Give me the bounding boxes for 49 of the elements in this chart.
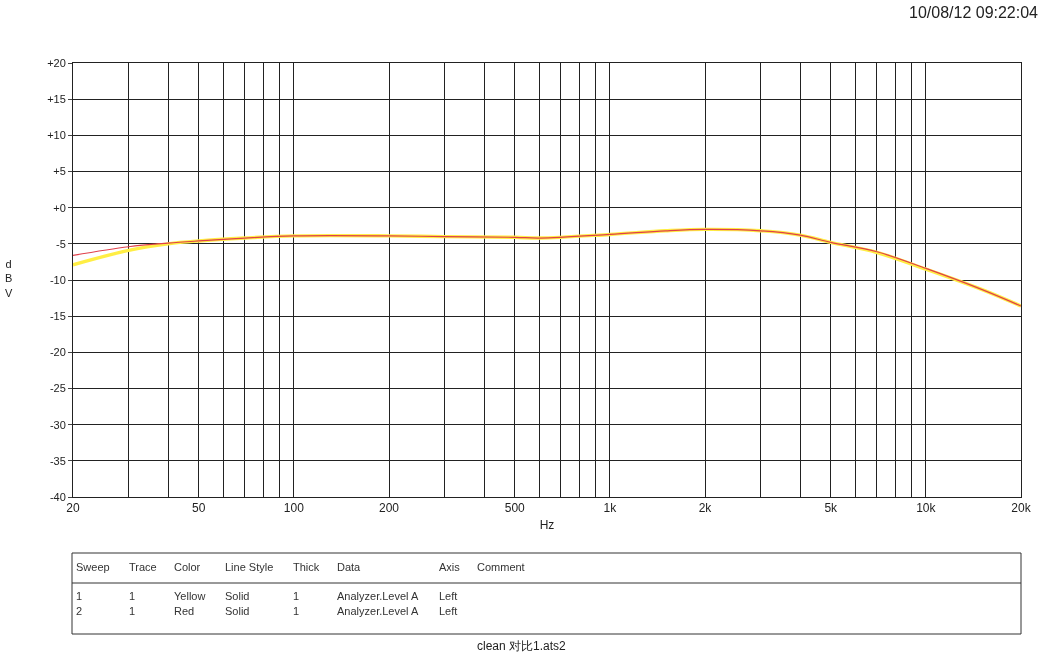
x-tick-label: 20k <box>1011 501 1032 516</box>
x-tick-label: 10k <box>916 501 937 516</box>
y-axis-title: dBV <box>5 258 13 299</box>
y-tick-label: -5 <box>56 237 66 250</box>
y-tick-label: +0 <box>53 201 66 214</box>
y-tick-label: -30 <box>49 418 66 431</box>
x-tick-label: 1k <box>603 501 618 516</box>
y-tick-label: -15 <box>49 310 66 323</box>
x-tick-label: 100 <box>283 501 305 516</box>
text: Color <box>174 561 201 573</box>
text: Left <box>439 590 458 602</box>
text: 1 <box>76 590 83 602</box>
text: 2 <box>76 605 83 617</box>
x-tick-label: 20 <box>66 501 80 516</box>
text: Solid <box>225 605 250 617</box>
y-tick-label: +20 <box>47 56 66 69</box>
text: Yellow <box>174 590 206 602</box>
text: Red <box>174 605 195 617</box>
x-axis-title: Hz <box>539 518 555 533</box>
text: 1 <box>293 605 300 617</box>
text: Sweep <box>76 561 110 573</box>
y-tick-label: -10 <box>49 273 66 286</box>
x-tick-label: 2k <box>698 501 713 516</box>
text: Thick <box>293 561 320 573</box>
x-tick-label: 50 <box>192 501 206 516</box>
text: 1 <box>129 605 136 617</box>
text: 1 <box>129 590 136 602</box>
text: Solid <box>225 590 250 602</box>
text: 10/08/12 09:22:04 <box>909 4 1039 21</box>
text: Left <box>439 605 458 617</box>
x-tick-label: 200 <box>378 501 400 516</box>
text: Analyzer.Level A <box>337 605 419 617</box>
y-tick-label: +10 <box>47 129 66 142</box>
y-tick-label: -25 <box>49 382 66 395</box>
x-tick-label: 500 <box>504 501 526 516</box>
text: Data <box>337 561 362 573</box>
text: 1 <box>293 590 300 602</box>
y-tick-label: +15 <box>47 93 66 106</box>
y-tick-label: -20 <box>49 346 66 359</box>
text: Analyzer.Level A <box>337 590 419 602</box>
y-tick-label: +5 <box>53 165 66 178</box>
text: Axis <box>439 561 461 573</box>
x-tick-label: 5k <box>824 501 839 516</box>
text: Line Style <box>225 561 274 573</box>
text: Trace <box>129 561 157 573</box>
text: Comment <box>477 561 525 573</box>
text: clean 对比1.ats2 <box>477 639 567 653</box>
y-tick-label: -35 <box>49 454 66 467</box>
y-tick-label: -40 <box>49 490 66 503</box>
